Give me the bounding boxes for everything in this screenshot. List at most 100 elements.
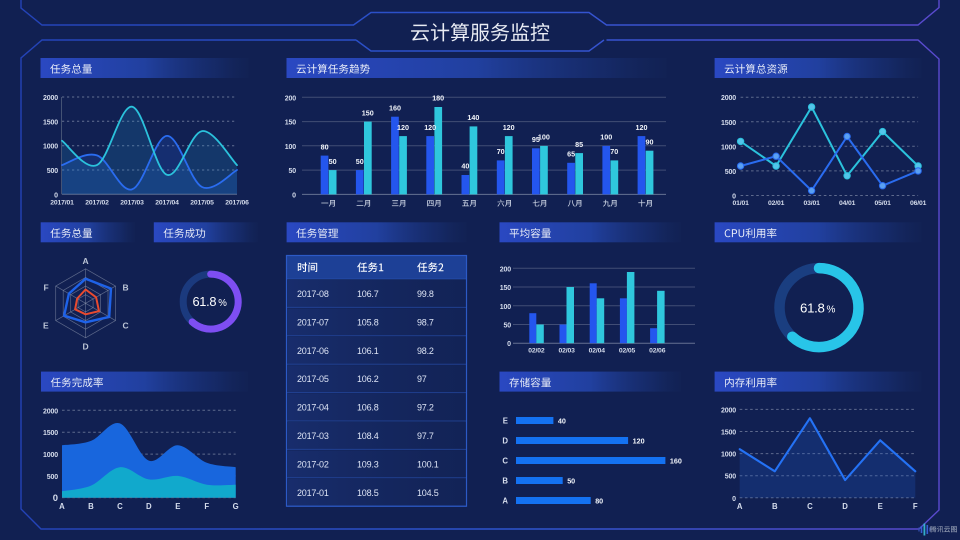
- svg-text:97.2: 97.2: [417, 403, 434, 413]
- svg-text:500: 500: [47, 168, 58, 175]
- svg-text:150: 150: [500, 285, 511, 292]
- svg-text:160: 160: [670, 456, 682, 465]
- svg-text:50: 50: [329, 157, 337, 166]
- svg-text:A: A: [83, 256, 89, 266]
- svg-text:50: 50: [504, 323, 512, 330]
- svg-text:B: B: [772, 502, 778, 511]
- svg-text:120: 120: [636, 123, 648, 132]
- svg-text:02/05: 02/05: [619, 348, 636, 355]
- svg-text:500: 500: [725, 169, 736, 176]
- svg-text:2017-03: 2017-03: [297, 431, 329, 441]
- svg-text:0: 0: [732, 496, 736, 503]
- svg-text:2000: 2000: [43, 95, 58, 102]
- svg-text:1000: 1000: [721, 144, 736, 151]
- svg-text:0: 0: [292, 192, 296, 199]
- svg-text:F: F: [913, 502, 918, 511]
- svg-text:02/01: 02/01: [768, 200, 785, 207]
- svg-text:C: C: [807, 502, 813, 511]
- svg-text:100: 100: [285, 144, 296, 151]
- svg-text:0: 0: [732, 194, 736, 201]
- svg-text:100: 100: [600, 133, 612, 142]
- svg-text:50: 50: [356, 157, 364, 166]
- svg-text:02/04: 02/04: [589, 348, 606, 355]
- svg-text:40: 40: [461, 162, 469, 171]
- svg-text:06/01: 06/01: [910, 200, 927, 207]
- svg-text:40: 40: [558, 416, 566, 425]
- svg-text:2017-08: 2017-08: [297, 289, 329, 299]
- svg-text:F: F: [204, 502, 209, 511]
- svg-text:106.1: 106.1: [357, 346, 379, 356]
- svg-text:50: 50: [289, 168, 297, 175]
- svg-text:106.8: 106.8: [357, 403, 379, 413]
- svg-text:160: 160: [389, 103, 401, 112]
- svg-text:108.5: 108.5: [357, 488, 379, 498]
- svg-text:50: 50: [567, 476, 575, 485]
- svg-text:D: D: [842, 502, 848, 511]
- svg-text:106.2: 106.2: [357, 374, 379, 384]
- svg-text:80: 80: [595, 496, 603, 505]
- svg-text:E: E: [175, 502, 180, 511]
- svg-text:A: A: [59, 502, 65, 511]
- svg-text:02/06: 02/06: [649, 348, 666, 355]
- svg-text:2017-04: 2017-04: [297, 403, 329, 413]
- svg-text:2000: 2000: [43, 408, 58, 415]
- svg-text:100: 100: [500, 304, 511, 311]
- svg-text:1000: 1000: [721, 452, 736, 459]
- svg-text:104.5: 104.5: [417, 488, 439, 498]
- svg-text:150: 150: [362, 108, 374, 117]
- svg-text:02/02: 02/02: [528, 348, 545, 355]
- svg-text:500: 500: [47, 474, 58, 481]
- svg-text:70: 70: [610, 147, 618, 156]
- svg-text:99.8: 99.8: [417, 289, 434, 299]
- svg-text:1500: 1500: [721, 430, 736, 437]
- svg-text:C: C: [502, 456, 508, 465]
- svg-text:2017-02: 2017-02: [297, 459, 329, 469]
- svg-text:200: 200: [500, 266, 511, 273]
- svg-text:04/01: 04/01: [839, 200, 856, 207]
- svg-text:500: 500: [725, 474, 736, 481]
- svg-text:1000: 1000: [43, 144, 58, 151]
- svg-text:02/03: 02/03: [558, 348, 575, 355]
- svg-text:2017-01: 2017-01: [297, 488, 329, 498]
- svg-text:65: 65: [567, 150, 575, 159]
- svg-text:%: %: [827, 304, 836, 315]
- svg-text:B: B: [123, 283, 129, 293]
- svg-text:F: F: [43, 283, 48, 293]
- svg-text:D: D: [502, 436, 508, 445]
- svg-text:05/01: 05/01: [874, 200, 891, 207]
- svg-text:A: A: [502, 496, 508, 505]
- svg-text:200: 200: [285, 95, 296, 102]
- svg-text:98.2: 98.2: [417, 346, 434, 356]
- svg-text:2017/06: 2017/06: [225, 200, 249, 207]
- svg-text:%: %: [218, 298, 227, 309]
- svg-text:2000: 2000: [721, 407, 736, 414]
- svg-text:2017-05: 2017-05: [297, 374, 329, 384]
- svg-text:01/01: 01/01: [732, 200, 749, 207]
- svg-text:1500: 1500: [43, 430, 58, 437]
- svg-text:108.4: 108.4: [357, 431, 379, 441]
- svg-text:0: 0: [53, 493, 58, 504]
- svg-text:105.8: 105.8: [357, 317, 379, 327]
- svg-text:97.7: 97.7: [417, 431, 434, 441]
- svg-text:140: 140: [467, 113, 479, 122]
- svg-text:106.7: 106.7: [357, 289, 379, 299]
- svg-text:80: 80: [321, 142, 329, 151]
- svg-text:120: 120: [424, 123, 436, 132]
- svg-text:1500: 1500: [721, 120, 736, 127]
- svg-text:100.1: 100.1: [417, 459, 439, 469]
- svg-text:109.3: 109.3: [357, 459, 379, 469]
- svg-text:E: E: [878, 502, 883, 511]
- svg-text:C: C: [117, 502, 123, 511]
- svg-text:E: E: [503, 416, 508, 425]
- svg-text:D: D: [83, 342, 89, 352]
- svg-text:98.7: 98.7: [417, 317, 434, 327]
- svg-text:61.8: 61.8: [800, 300, 824, 315]
- svg-text:97: 97: [417, 374, 427, 384]
- svg-text:D: D: [146, 502, 152, 511]
- svg-text:2000: 2000: [721, 95, 736, 102]
- svg-text:1000: 1000: [43, 452, 58, 459]
- svg-text:03/01: 03/01: [803, 200, 820, 207]
- svg-text:1500: 1500: [43, 119, 58, 126]
- svg-text:E: E: [43, 321, 49, 331]
- svg-text:85: 85: [575, 140, 583, 149]
